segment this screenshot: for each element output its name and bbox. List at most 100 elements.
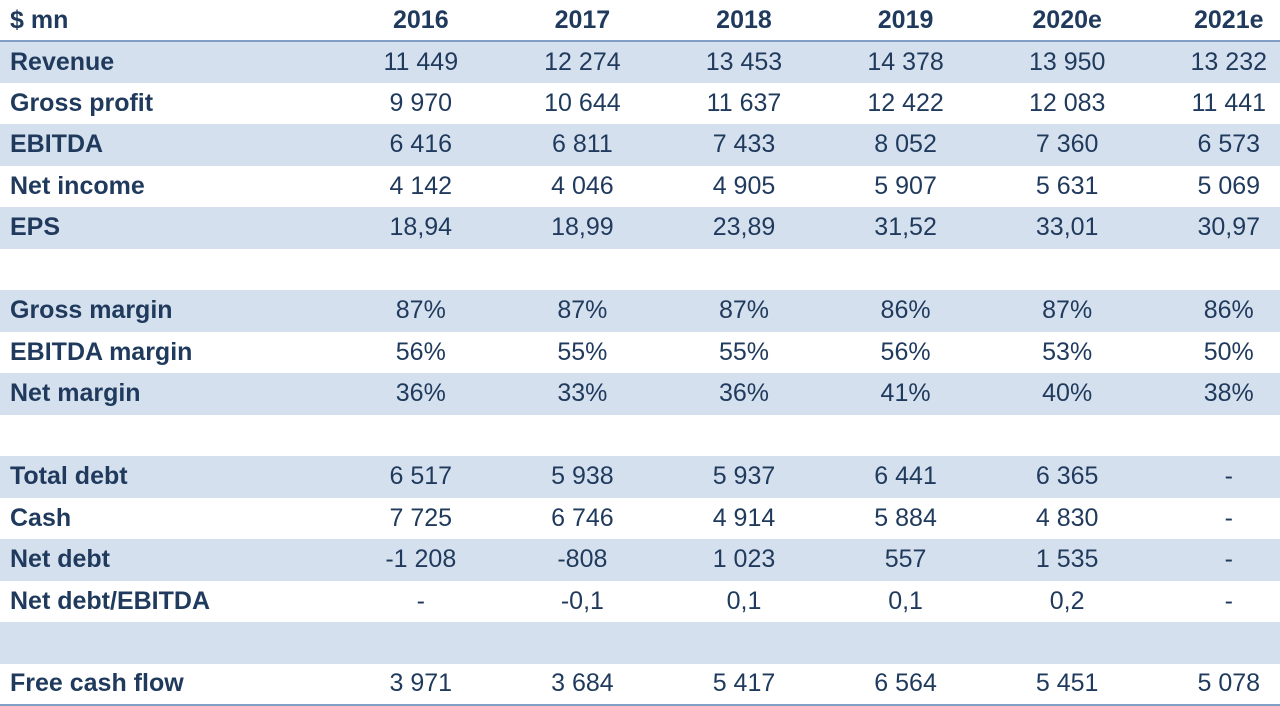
table-cell: 0,1 — [726, 586, 762, 615]
table-cell — [825, 249, 987, 291]
table-cell: 1 023 — [663, 539, 825, 581]
table-row: Cash 7 725 6 746 4 914 5 884 4 830 - — [0, 498, 1280, 540]
table-cell: 4 830 — [1035, 503, 1099, 532]
table-row: Gross profit 9 970 10 644 11 637 12 422 12 08… — [0, 83, 1280, 125]
row-label: EBITDA — [0, 124, 340, 166]
table-cell: 50% — [1203, 337, 1254, 366]
table-cell: 5 937 — [663, 456, 825, 498]
unit-header: $ mn — [0, 0, 340, 42]
table-cell: 5 451 — [986, 663, 1148, 706]
table-cell: 6 746 — [551, 503, 614, 532]
table-cell — [986, 622, 1148, 664]
table-cell: 8 052 — [824, 124, 987, 166]
table-cell: -808 — [501, 539, 664, 581]
table-cell: - — [1224, 586, 1233, 615]
table-cell: 6 416 — [340, 124, 502, 166]
table-cell: 14 378 — [824, 41, 987, 83]
table-cell — [663, 622, 825, 664]
table-cell: 33% — [501, 373, 664, 415]
table-cell: 38% — [1147, 373, 1280, 415]
table-cell: 33,01 — [986, 207, 1148, 249]
table-cell: 5 631 — [1035, 171, 1099, 200]
table-row: EBITDA margin 56% 55% 55% 56% 53% 50% — [0, 332, 1280, 374]
table-cell: 7 725 — [389, 503, 453, 532]
header-row: $ mn 2016 2017 2018 2019 2020e 2021e — [0, 0, 1280, 42]
table-cell: 6 573 — [1147, 124, 1280, 166]
table-cell: 31,52 — [824, 207, 987, 249]
table-cell: 4 142 — [389, 171, 453, 200]
table-cell: 5 938 — [501, 456, 664, 498]
table-cell: 6 441 — [824, 456, 987, 498]
table-cell: - — [416, 586, 425, 615]
row-label: EBITDA margin — [10, 337, 193, 366]
table-cell: 7 433 — [663, 124, 825, 166]
table-cell: - — [1147, 456, 1280, 498]
table-cell: 3 971 — [340, 663, 502, 706]
table-cell: 6 564 — [824, 663, 987, 706]
table-cell: 10 644 — [544, 88, 621, 117]
table-cell — [501, 622, 664, 664]
table-cell — [1148, 249, 1280, 291]
table-row: Net debt -1 208 -808 1 023 557 1 535- — [0, 539, 1280, 581]
table-cell — [986, 415, 1148, 457]
table-row: Net income 4 142 4 046 4 905 5 907 5 631 5 069 — [0, 166, 1280, 208]
table-row: Revenue 11 449 12 274 13 453 14 378 13 950 13 … — [0, 41, 1280, 83]
spacer-row — [0, 249, 1280, 291]
table-cell: 53% — [1042, 337, 1093, 366]
table-cell: 11 441 — [1191, 88, 1267, 117]
table-cell: 23,89 — [663, 207, 825, 249]
table-cell — [502, 249, 664, 291]
table-cell: 0,1 — [888, 586, 923, 615]
table-cell: 13 232 — [1147, 41, 1280, 83]
table-cell: 1 535 — [986, 539, 1148, 581]
row-label: Net margin — [0, 373, 340, 415]
row-label: Net income — [10, 171, 145, 200]
table-row: EBITDA 6 416 6 811 7 433 8 052 7 360 6 573 — [0, 124, 1280, 166]
row-label: Total debt — [0, 456, 340, 498]
table-cell — [663, 415, 825, 457]
table-row: Total debt 6 517 5 938 5 937 6 441 6 365- — [0, 456, 1280, 498]
table-cell — [340, 622, 502, 664]
table-cell: 4 046 — [551, 171, 614, 200]
table-cell: 41% — [824, 373, 987, 415]
table-cell: 86% — [824, 290, 987, 332]
table-cell: 5 907 — [874, 171, 937, 200]
table-cell — [340, 415, 502, 457]
row-label: Net debt — [0, 539, 340, 581]
table-row: Gross margin 87% 87% 87% 86% 87% 86% — [0, 290, 1280, 332]
table-row: Net margin 36% 33% 36% 41% 40% 38% — [0, 373, 1280, 415]
row-label: Gross profit — [10, 88, 154, 117]
table-cell: 5 078 — [1147, 663, 1280, 706]
table-cell: 55% — [557, 337, 608, 366]
row-label: Gross margin — [0, 290, 340, 332]
table-cell — [824, 622, 987, 664]
table-cell — [1147, 622, 1280, 664]
table-cell: 87% — [501, 290, 664, 332]
table-cell: 3 684 — [501, 663, 664, 706]
table-cell: 86% — [1147, 290, 1280, 332]
row-label: Free cash flow — [0, 663, 340, 706]
table-cell: 5 417 — [663, 663, 825, 706]
table-cell: - — [1224, 503, 1233, 532]
year-header: 2017 — [501, 0, 664, 42]
table-cell: 7 360 — [986, 124, 1148, 166]
table-cell: 36% — [340, 373, 502, 415]
table-cell: 11 449 — [340, 41, 502, 83]
table-cell: 55% — [718, 337, 769, 366]
year-header: 2016 — [340, 0, 502, 42]
row-label: Net debt/EBITDA — [10, 586, 210, 615]
table-cell: 5 884 — [874, 503, 937, 532]
table-cell — [663, 249, 825, 291]
table-cell: 4 914 — [712, 503, 776, 532]
row-label: Cash — [10, 503, 72, 532]
table-cell: 9 970 — [389, 88, 453, 117]
table-cell: 18,94 — [340, 207, 502, 249]
table-cell: 36% — [663, 373, 825, 415]
table-cell: 4 905 — [712, 171, 776, 200]
table-cell: 56% — [395, 337, 446, 366]
table-cell: 12 274 — [501, 41, 664, 83]
table-cell: -1 208 — [340, 539, 502, 581]
spacer-row — [0, 622, 1280, 664]
table-cell: 40% — [986, 373, 1148, 415]
